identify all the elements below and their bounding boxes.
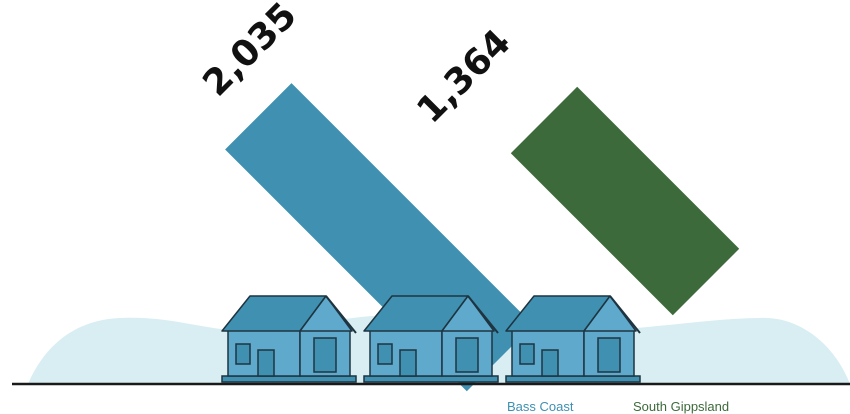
houses-group — [221, 295, 641, 383]
legend-label-south-gippsland: South Gippsland — [633, 399, 729, 414]
house-icon — [221, 295, 357, 383]
bar-south-gippsland — [510, 86, 740, 316]
house-icon — [363, 295, 499, 383]
value-label-south-gippsland: 1,364 — [409, 22, 519, 132]
house-icon — [505, 295, 641, 383]
legend-label-bass-coast: Bass Coast — [507, 399, 574, 414]
